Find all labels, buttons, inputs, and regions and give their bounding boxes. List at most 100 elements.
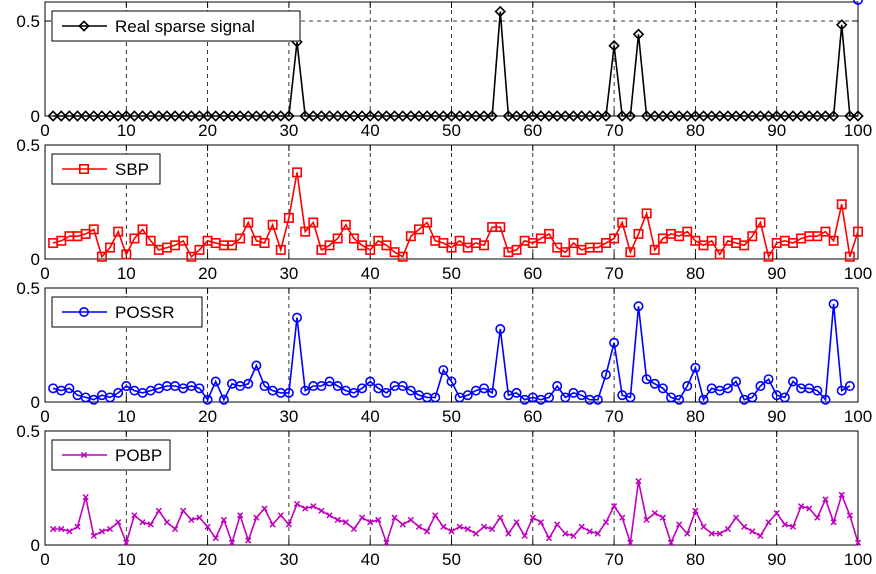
data-point bbox=[210, 376, 221, 387]
data-point bbox=[212, 535, 219, 542]
data-point bbox=[421, 110, 433, 122]
data-point bbox=[575, 110, 588, 122]
data-point bbox=[827, 110, 840, 122]
data-point bbox=[559, 110, 572, 122]
data-point bbox=[407, 516, 414, 524]
data-point bbox=[852, 226, 863, 237]
data-point bbox=[489, 525, 496, 533]
data-point bbox=[697, 110, 710, 122]
data-point bbox=[131, 512, 138, 519]
x-tick-label: 70 bbox=[605, 264, 624, 283]
data-point bbox=[844, 251, 855, 262]
data-point bbox=[705, 110, 718, 122]
x-tick-label: 90 bbox=[767, 121, 786, 140]
data-point bbox=[364, 110, 376, 122]
data-point bbox=[676, 521, 683, 528]
data-point bbox=[88, 224, 99, 235]
data-point bbox=[600, 110, 612, 122]
data-point bbox=[413, 224, 424, 235]
data-point bbox=[700, 523, 707, 530]
data-point bbox=[470, 110, 482, 122]
data-point bbox=[472, 530, 480, 537]
data-point bbox=[641, 374, 652, 385]
data-point bbox=[462, 110, 474, 122]
data-point bbox=[194, 244, 205, 255]
data-point bbox=[88, 394, 99, 405]
data-point bbox=[570, 532, 577, 540]
data-point bbox=[747, 231, 758, 242]
data-point bbox=[415, 523, 423, 530]
x-tick-label: 0 bbox=[40, 264, 49, 283]
x-tick-label: 20 bbox=[198, 407, 217, 426]
data-point bbox=[681, 110, 694, 122]
x-tick-label: 40 bbox=[361, 264, 380, 283]
data-point bbox=[502, 110, 515, 122]
data-point bbox=[749, 528, 756, 535]
x-tick-label: 80 bbox=[686, 407, 705, 426]
data-point bbox=[609, 233, 620, 244]
data-point bbox=[616, 110, 628, 122]
data-point bbox=[619, 514, 626, 521]
x-tick-label: 100 bbox=[844, 121, 872, 140]
data-point bbox=[830, 519, 837, 526]
x-tick-label: 100 bbox=[844, 264, 872, 283]
x-tick-label: 30 bbox=[279, 121, 298, 140]
data-point bbox=[350, 525, 358, 533]
data-point bbox=[836, 385, 847, 396]
data-point bbox=[649, 378, 660, 389]
data-point bbox=[755, 217, 766, 228]
data-point bbox=[446, 376, 457, 387]
data-point bbox=[185, 110, 198, 122]
data-point bbox=[153, 110, 165, 122]
data-point bbox=[731, 376, 742, 387]
data-point bbox=[55, 110, 67, 122]
data-point bbox=[836, 19, 848, 31]
data-point bbox=[560, 392, 571, 403]
data-point bbox=[64, 383, 75, 394]
data-point bbox=[332, 233, 343, 244]
data-point bbox=[283, 387, 294, 398]
data-point bbox=[423, 528, 431, 535]
data-point bbox=[129, 233, 140, 244]
x-tick-label: 60 bbox=[523, 550, 542, 569]
data-point bbox=[79, 110, 92, 122]
data-point bbox=[551, 110, 563, 122]
data-point bbox=[592, 394, 603, 405]
data-point bbox=[552, 381, 563, 392]
data-point bbox=[544, 228, 555, 239]
data-point bbox=[722, 110, 734, 122]
data-point bbox=[340, 219, 351, 230]
data-point bbox=[716, 530, 723, 537]
x-tick-label: 50 bbox=[442, 121, 461, 140]
data-point bbox=[105, 242, 116, 253]
data-point bbox=[243, 378, 254, 389]
data-point bbox=[145, 235, 156, 246]
data-point bbox=[682, 381, 693, 392]
data-point bbox=[586, 528, 593, 535]
data-point bbox=[218, 110, 230, 122]
data-point bbox=[812, 385, 823, 396]
x-tick-label: 10 bbox=[117, 407, 136, 426]
data-point bbox=[820, 226, 831, 237]
x-tick-label: 40 bbox=[361, 550, 380, 569]
data-point bbox=[632, 28, 645, 41]
data-point bbox=[357, 383, 368, 394]
data-point bbox=[275, 244, 286, 255]
data-point bbox=[521, 532, 528, 540]
data-point bbox=[562, 530, 569, 537]
data-point bbox=[144, 110, 157, 122]
data-point bbox=[692, 507, 699, 514]
x-tick-label: 30 bbox=[279, 550, 298, 569]
data-point bbox=[293, 500, 301, 508]
data-point bbox=[405, 231, 416, 242]
data-point bbox=[112, 110, 124, 122]
data-point bbox=[602, 519, 610, 526]
data-point bbox=[326, 512, 333, 519]
x-tick-label: 100 bbox=[844, 407, 872, 426]
data-point bbox=[438, 365, 449, 376]
data-point bbox=[388, 110, 401, 122]
data-point bbox=[844, 381, 855, 392]
data-point bbox=[454, 235, 465, 246]
x-tick-label: 90 bbox=[767, 550, 786, 569]
data-point bbox=[828, 298, 839, 309]
